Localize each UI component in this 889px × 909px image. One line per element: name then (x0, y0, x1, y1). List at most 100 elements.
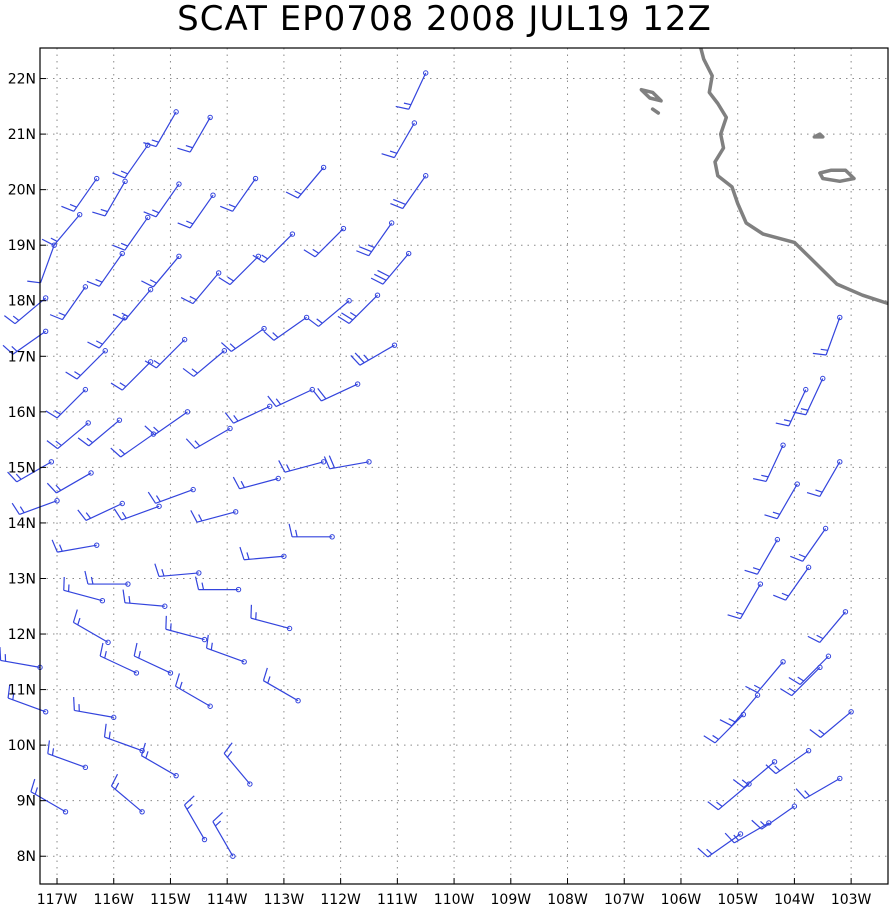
lon-tick-label: 112W (320, 892, 361, 908)
wind-barb (288, 523, 335, 540)
wind-barb (792, 375, 826, 416)
wind-barb (177, 192, 216, 229)
wind-barb (103, 723, 145, 754)
lat-tick-label: 11N (8, 683, 36, 699)
wind-barb (381, 120, 418, 159)
wind-barb (390, 173, 429, 210)
lat-tick-label: 17N (8, 349, 36, 365)
wind-barb (239, 546, 287, 561)
wind-barb (154, 563, 202, 578)
wind-barb (744, 536, 781, 575)
wind-barb (110, 773, 145, 815)
wind-barb (745, 659, 786, 693)
wind-barb (183, 795, 208, 843)
lon-tick-label: 117W (37, 892, 78, 908)
lat-tick-label: 16N (8, 405, 36, 421)
wind-barb (212, 812, 236, 859)
wind-barb (7, 459, 55, 483)
lat-tick-label: 8N (17, 849, 36, 865)
wind-barb (337, 292, 381, 324)
wind-barb (350, 342, 398, 366)
wind-barb (285, 164, 327, 199)
wind-barb (86, 250, 125, 287)
lon-tick-label: 109W (491, 892, 532, 908)
wind-barb (790, 525, 829, 562)
wind-barb (0, 647, 43, 671)
wind-barb (218, 253, 262, 286)
wind-barb (278, 459, 327, 473)
wind-barb (77, 417, 123, 447)
lon-tick-label: 107W (604, 892, 645, 908)
wind-barb (77, 500, 125, 521)
wind-barb (788, 653, 832, 686)
wind-barbs (0, 70, 854, 859)
wind-barb (45, 386, 89, 419)
wind-barb (223, 742, 253, 787)
lon-tick-label: 105W (717, 892, 758, 908)
wind-barb (61, 175, 100, 212)
wind-barb (356, 220, 395, 257)
wind-barb (267, 386, 315, 408)
wind-barb (11, 498, 60, 515)
wind-barb (220, 325, 267, 352)
lat-tick-label: 20N (8, 183, 36, 199)
wind-barb (190, 509, 239, 523)
wind-barb (719, 692, 761, 727)
wind-barb (144, 409, 191, 436)
wind-barb (165, 615, 208, 643)
island-outline (812, 132, 825, 139)
wind-barb (312, 381, 361, 402)
lat-tick-label: 13N (8, 571, 36, 587)
lat-tick-label: 9N (17, 794, 36, 810)
lon-tick-label: 103W (831, 892, 872, 908)
wind-barb (252, 231, 296, 263)
wind-barb (182, 348, 228, 377)
wind-barb (41, 211, 83, 246)
wind-barb (180, 270, 222, 305)
wind-barb (110, 359, 154, 391)
wind-barb (707, 781, 752, 811)
lat-tick-label: 12N (8, 627, 36, 643)
latitude-labels: 22N 21N 20N 19N 18N 17N 16N 15N 14N 13N 12N 11N 10N 9… (8, 72, 46, 865)
lon-tick-label: 115W (150, 892, 191, 908)
wind-barb (807, 609, 849, 643)
wind-barb (112, 142, 151, 179)
lat-tick-label: 19N (8, 238, 36, 254)
lat-tick-label: 21N (8, 127, 36, 143)
coastline (639, 47, 889, 306)
wind-barb (806, 459, 843, 498)
wind-barb (727, 581, 764, 620)
wind-barb (795, 775, 843, 799)
wind-barb (174, 673, 213, 709)
mexico-coastline (699, 47, 889, 306)
wind-barb (697, 831, 744, 858)
wind-barb (51, 539, 100, 553)
wind-barb (84, 570, 131, 587)
lon-tick-label: 116W (93, 892, 134, 908)
lat-tick-label: 18N (8, 294, 36, 310)
lon-tick-label: 114W (207, 892, 248, 908)
wind-barb (27, 242, 57, 284)
lat-lon-grid (40, 48, 888, 884)
wind-barb (177, 114, 213, 153)
map-frame (39, 47, 889, 885)
lon-tick-label: 111W (377, 892, 418, 908)
lon-tick-label: 110W (434, 892, 475, 908)
wind-barb (87, 314, 128, 349)
lat-tick-label: 10N (8, 738, 36, 754)
lon-tick-label: 108W (547, 892, 588, 908)
wind-barb (99, 642, 140, 676)
wind-barb (113, 503, 162, 521)
wind-barb (143, 109, 179, 148)
lon-tick-label: 104W (774, 892, 815, 908)
wind-barb (72, 609, 111, 646)
wind-barb (46, 470, 94, 494)
wind-barb (141, 253, 182, 288)
wind-barb (752, 442, 786, 483)
wind-barb (206, 634, 247, 665)
wind-barb (73, 697, 117, 721)
wind-barb (133, 642, 174, 676)
wind-barb (147, 486, 196, 504)
wind-barb (47, 740, 89, 771)
